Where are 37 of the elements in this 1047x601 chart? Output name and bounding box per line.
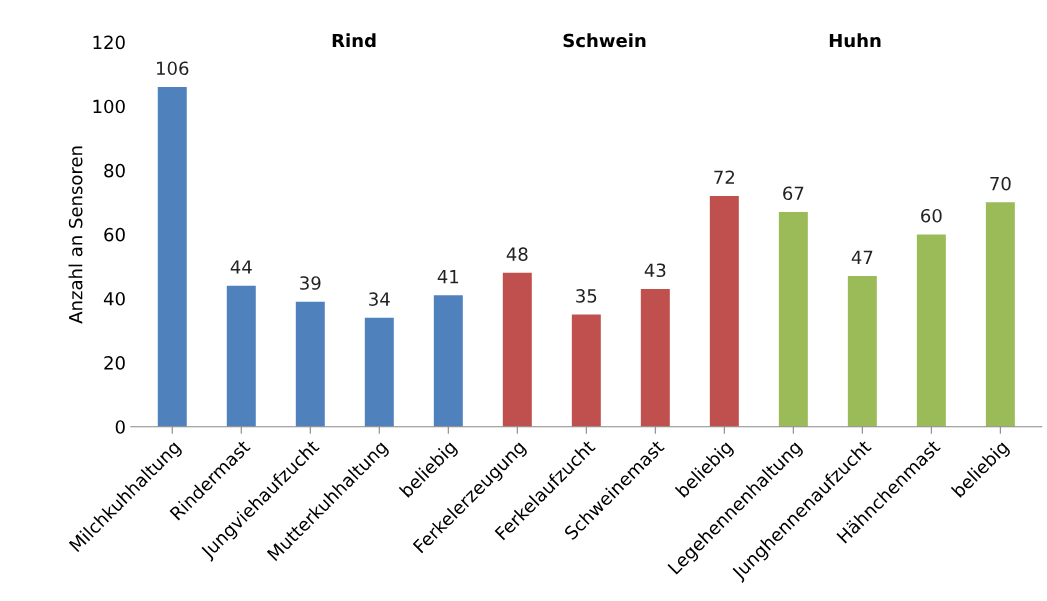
y-tick-label: 20 bbox=[104, 356, 125, 370]
data-label: 70 bbox=[990, 176, 1011, 191]
annotation: Schwein bbox=[563, 33, 646, 48]
annotation: Rind bbox=[332, 33, 376, 48]
data-label: 67 bbox=[783, 186, 804, 201]
bar bbox=[295, 301, 325, 427]
bar bbox=[709, 195, 739, 427]
data-label: 48 bbox=[506, 247, 528, 262]
bar bbox=[433, 295, 463, 427]
bar bbox=[985, 202, 1015, 427]
data-label: 39 bbox=[300, 276, 321, 290]
y-tick-label: 100 bbox=[93, 99, 125, 114]
bar bbox=[916, 234, 946, 427]
data-label: 34 bbox=[369, 292, 390, 306]
data-label: 106 bbox=[157, 61, 189, 76]
bar bbox=[778, 211, 808, 427]
bar bbox=[640, 288, 670, 427]
y-tick-label: 60 bbox=[104, 227, 125, 242]
bar bbox=[364, 317, 394, 427]
bar bbox=[157, 86, 187, 427]
data-label: 72 bbox=[714, 170, 735, 184]
bar bbox=[226, 285, 256, 427]
y-tick-label: 120 bbox=[93, 35, 125, 50]
data-label: 43 bbox=[644, 263, 666, 278]
bar bbox=[847, 276, 877, 427]
bar bbox=[571, 314, 601, 427]
y-tick-label: 40 bbox=[103, 291, 125, 306]
y-tick-label: 80 bbox=[104, 163, 125, 178]
bar bbox=[502, 272, 532, 427]
data-label: 41 bbox=[437, 270, 459, 284]
data-label: 44 bbox=[230, 260, 252, 274]
y-axis-title: Anzahl an Sensoren bbox=[68, 146, 83, 324]
data-label: 60 bbox=[921, 208, 942, 223]
y-tick-label: 0 bbox=[115, 420, 125, 434]
annotation: Huhn bbox=[829, 33, 881, 48]
data-label: 47 bbox=[851, 250, 873, 264]
data-label: 35 bbox=[576, 289, 597, 303]
